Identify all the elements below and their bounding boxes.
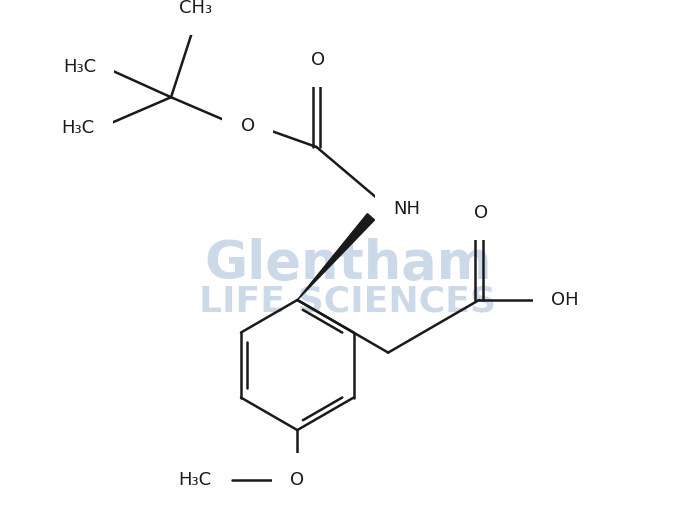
Text: O: O [290, 471, 304, 489]
Text: O: O [241, 117, 255, 135]
Text: O: O [474, 203, 488, 222]
Text: LIFE SCIENCES: LIFE SCIENCES [200, 285, 496, 319]
Text: Glentham: Glentham [204, 238, 492, 290]
Polygon shape [297, 214, 374, 300]
Text: OH: OH [551, 291, 578, 309]
Text: H₃C: H₃C [63, 58, 97, 75]
Text: H₃C: H₃C [61, 119, 95, 137]
Text: O: O [311, 50, 326, 69]
Text: NH: NH [393, 200, 420, 218]
Text: H₃C: H₃C [178, 471, 211, 489]
Text: CH₃: CH₃ [180, 0, 212, 17]
